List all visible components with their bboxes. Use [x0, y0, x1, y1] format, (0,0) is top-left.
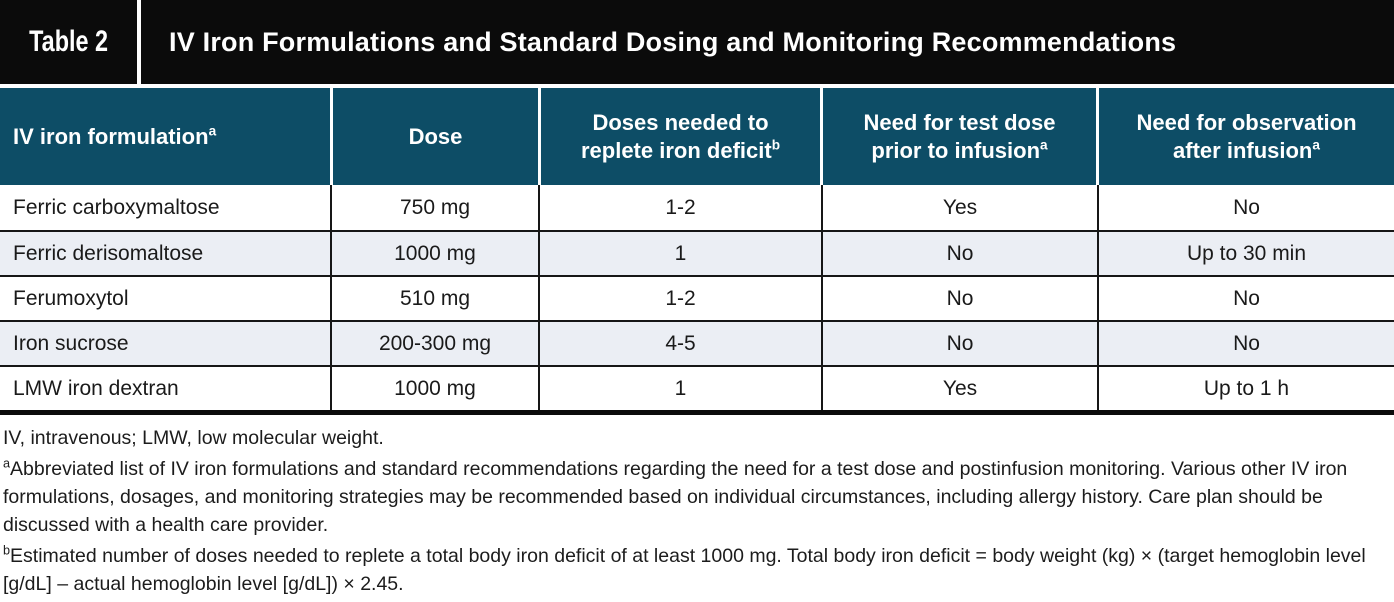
cell-observation: No	[1097, 277, 1394, 320]
table-number-box: Table 2	[0, 0, 137, 84]
cell-formulation: Ferric carboxymaltose	[13, 195, 220, 219]
cell-formulation: LMW iron dextran	[13, 376, 179, 400]
cell-test-dose: Yes	[821, 367, 1097, 410]
footnote-marker: a	[208, 123, 217, 139]
banner-gap	[0, 84, 1394, 88]
table-banner: Table 2 IV Iron Formulations and Standar…	[0, 0, 1394, 84]
table-number-label: Table 2	[29, 25, 108, 58]
table-row: Iron sucrose 200-300 mg 4-5 No No	[0, 320, 1394, 365]
banner-divider	[137, 0, 141, 84]
footnote-a: aAbbreviated list of IV iron formulation…	[3, 456, 1348, 536]
table-row: Ferric derisomaltose 1000 mg 1 No Up to …	[0, 230, 1394, 275]
footnote-marker: b	[771, 137, 781, 153]
footnote-b-marker: b	[3, 543, 11, 558]
cell-formulation: Iron sucrose	[13, 331, 129, 355]
cell-observation: No	[1097, 185, 1394, 230]
header-cell-observation: Need for observation after infusiona	[1099, 88, 1394, 185]
table-header-row: IV iron formulationa Dose Doses needed t…	[0, 88, 1394, 185]
cell-dose: 200-300 mg	[330, 322, 538, 365]
cell-doses-needed: 1-2	[538, 277, 821, 320]
cell-formulation: Ferric derisomaltose	[13, 241, 204, 265]
cell-dose: 750 mg	[330, 185, 538, 230]
header-cell-test-dose: Need for test dose prior to infusiona	[823, 88, 1096, 185]
footnote-marker: a	[1040, 137, 1048, 153]
table-title-box: IV Iron Formulations and Standard Dosing…	[141, 0, 1394, 84]
footnote-marker: a	[1312, 137, 1320, 153]
cell-test-dose: No	[821, 232, 1097, 275]
footnote-abbreviations: IV, intravenous; LMW, low molecular weig…	[3, 427, 384, 449]
table-row: Ferric carboxymaltose 750 mg 1-2 Yes No	[0, 185, 1394, 230]
header-cell-formulation: IV iron formulationa	[0, 88, 330, 185]
header-cell-dose: Dose	[333, 88, 538, 185]
cell-observation: Up to 30 min	[1097, 232, 1394, 275]
table-title: IV Iron Formulations and Standard Dosing…	[169, 26, 1177, 57]
footnote-b: bEstimated number of doses needed to rep…	[3, 543, 1366, 595]
table-row: Ferumoxytol 510 mg 1-2 No No	[0, 275, 1394, 320]
cell-doses-needed: 4-5	[538, 322, 821, 365]
cell-doses-needed: 1	[538, 367, 821, 410]
cell-test-dose: Yes	[821, 185, 1097, 230]
footnote-a-marker: a	[3, 456, 11, 471]
cell-test-dose: No	[821, 277, 1097, 320]
cell-formulation: Ferumoxytol	[13, 286, 129, 310]
cell-test-dose: No	[821, 322, 1097, 365]
cell-dose: 1000 mg	[330, 367, 538, 410]
table-row: LMW iron dextran 1000 mg 1 Yes Up to 1 h	[0, 365, 1394, 410]
table-bottom-rule	[0, 410, 1394, 415]
cell-dose: 510 mg	[330, 277, 538, 320]
cell-doses-needed: 1-2	[538, 185, 821, 230]
cell-observation: No	[1097, 322, 1394, 365]
header-cell-doses-needed: Doses needed to replete iron deficitb	[541, 88, 820, 185]
cell-dose: 1000 mg	[330, 232, 538, 275]
footnotes: IV, intravenous; LMW, low molecular weig…	[0, 415, 1394, 598]
cell-observation: Up to 1 h	[1097, 367, 1394, 410]
cell-doses-needed: 1	[538, 232, 821, 275]
